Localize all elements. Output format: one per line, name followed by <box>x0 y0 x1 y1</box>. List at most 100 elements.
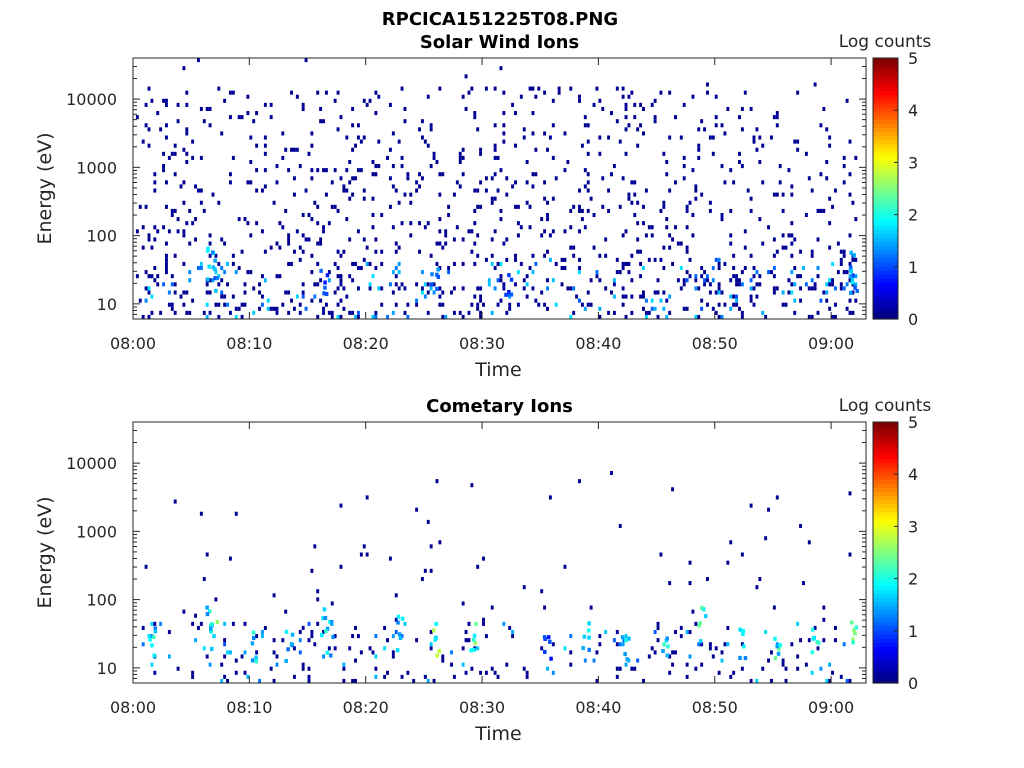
cluster-cell <box>215 276 220 281</box>
colorbar-step <box>873 58 898 63</box>
count-cell <box>505 237 509 242</box>
count-cell <box>342 662 346 667</box>
count-cell <box>438 192 442 197</box>
count-cell <box>543 605 547 610</box>
count-cell <box>752 302 756 307</box>
count-cell <box>639 123 643 128</box>
cluster-cell <box>322 607 327 612</box>
count-cell <box>231 261 235 266</box>
count-cell <box>141 625 145 630</box>
count-cell <box>685 225 689 230</box>
cluster-cell <box>323 615 328 620</box>
cluster-cell <box>472 633 477 638</box>
count-cell <box>368 98 372 103</box>
count-cell <box>799 523 803 529</box>
count-cell <box>717 265 721 271</box>
count-cell <box>557 90 561 95</box>
count-cell <box>487 278 491 283</box>
count-cell <box>819 298 823 303</box>
count-cell <box>301 212 305 218</box>
count-cell <box>799 286 803 291</box>
count-cell <box>310 298 314 303</box>
count-cell <box>676 278 680 283</box>
count-cell <box>339 253 343 258</box>
colorbar-step <box>873 147 898 153</box>
count-cell <box>662 306 666 311</box>
count-cell <box>290 90 293 95</box>
count-cell <box>566 159 570 165</box>
count-cell <box>534 298 538 303</box>
count-cell <box>354 176 357 181</box>
count-cell <box>351 310 355 315</box>
count-cell <box>167 654 171 659</box>
count-cell <box>679 241 683 246</box>
count-cell <box>854 257 858 262</box>
x-tick-label: 08:50 <box>692 334 738 353</box>
cluster-cell <box>507 289 511 295</box>
count-cell <box>359 168 363 173</box>
count-cell <box>636 249 640 254</box>
count-cell <box>394 593 398 598</box>
count-cell <box>586 180 590 185</box>
count-cell <box>164 257 168 262</box>
count-cell <box>333 261 337 266</box>
count-cell <box>740 666 744 671</box>
count-cell <box>714 123 718 128</box>
count-cell <box>534 261 538 266</box>
count-cell <box>656 290 660 295</box>
count-cell <box>223 674 227 679</box>
count-cell <box>691 94 695 99</box>
count-cell <box>397 245 401 250</box>
colorbar-step <box>873 196 898 202</box>
cluster-cell <box>435 286 439 291</box>
count-cell <box>810 278 814 283</box>
count-cell <box>391 270 395 275</box>
count-cell <box>772 237 776 242</box>
count-cell <box>426 678 430 683</box>
count-cell <box>516 221 520 226</box>
count-cell <box>255 634 259 639</box>
count-cell <box>354 261 357 266</box>
colorbar-step <box>873 115 898 120</box>
count-cell <box>592 658 596 663</box>
count-cell <box>484 188 488 193</box>
count-cell <box>578 204 581 209</box>
count-cell <box>514 257 517 262</box>
count-cell <box>479 204 483 209</box>
count-cell <box>150 310 154 315</box>
count-cell <box>173 208 177 213</box>
count-cell <box>697 642 701 647</box>
count-cell <box>455 225 459 230</box>
count-cell <box>761 241 765 246</box>
count-cell <box>223 294 227 299</box>
count-cell <box>162 168 165 173</box>
count-cell <box>633 115 637 120</box>
count-cell <box>164 261 168 266</box>
cluster-cell <box>851 640 855 645</box>
cluster-cell <box>331 634 335 640</box>
count-cell <box>531 253 535 258</box>
colorbar-step <box>873 495 898 501</box>
count-cell <box>415 298 419 303</box>
count-cell <box>583 168 587 173</box>
count-cell <box>700 265 704 271</box>
count-cell <box>182 233 186 238</box>
count-cell <box>351 106 355 112</box>
count-cell <box>263 249 267 254</box>
count-cell <box>499 208 503 213</box>
count-cell <box>502 90 506 95</box>
count-cell <box>642 204 645 209</box>
count-cell <box>749 106 753 112</box>
count-cell <box>595 274 599 279</box>
count-cell <box>255 143 259 148</box>
count-cell <box>223 302 227 307</box>
count-cell <box>365 495 369 500</box>
colorbar-step <box>873 544 898 550</box>
count-cell <box>258 282 261 287</box>
count-cell <box>653 306 657 311</box>
count-cell <box>624 261 628 266</box>
count-cell <box>775 123 779 128</box>
count-cell <box>546 212 549 218</box>
